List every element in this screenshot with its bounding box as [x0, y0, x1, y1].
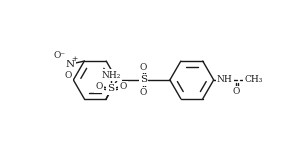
- Text: O: O: [233, 87, 240, 96]
- Text: S: S: [140, 75, 147, 85]
- Text: N: N: [66, 59, 75, 69]
- Text: +: +: [71, 55, 78, 63]
- Text: NH: NH: [217, 75, 233, 85]
- Text: CH₃: CH₃: [244, 75, 263, 85]
- Text: O: O: [96, 82, 103, 91]
- Text: O: O: [119, 82, 127, 91]
- Text: O⁻: O⁻: [53, 51, 65, 60]
- Text: S: S: [108, 84, 115, 93]
- Text: O: O: [140, 63, 147, 72]
- Text: O: O: [65, 71, 72, 80]
- Text: O: O: [140, 88, 147, 97]
- Text: NH₂: NH₂: [102, 71, 121, 79]
